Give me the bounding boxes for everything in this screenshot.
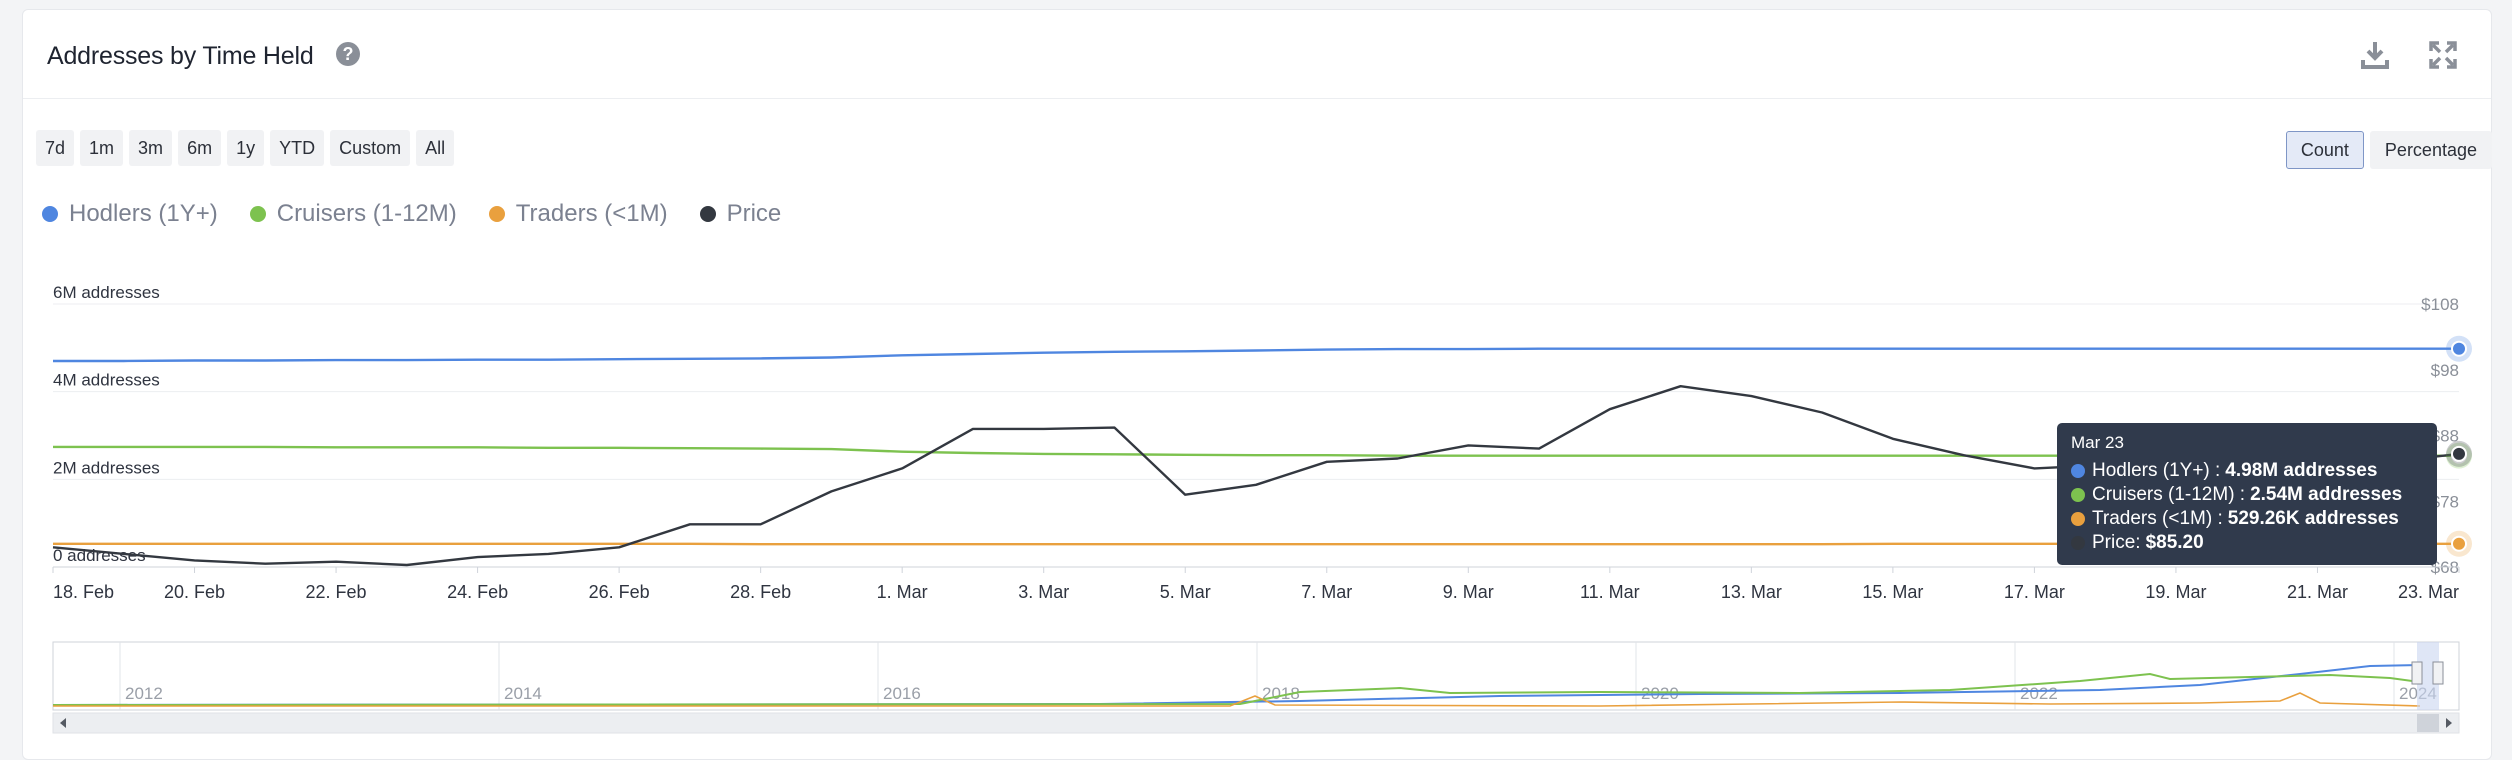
y-tick-label-left: 2M addresses — [53, 458, 160, 477]
x-tick-label: 17. Mar — [2004, 582, 2065, 602]
tooltip-label-traders: Traders (<1M) : — [2092, 508, 2223, 530]
hodlers-line — [53, 349, 2459, 361]
navigator-handle-right[interactable] — [2433, 662, 2443, 684]
tooltip-row-traders: Traders (<1M) : 529.26K addresses — [2071, 507, 2423, 531]
x-tick-label: 5. Mar — [1160, 582, 1211, 602]
x-tick-label: 28. Feb — [730, 582, 791, 602]
x-tick-label: 7. Mar — [1301, 582, 1352, 602]
x-tick-label: 15. Mar — [1862, 582, 1923, 602]
tooltip-label-price: Price: — [2092, 532, 2141, 554]
tooltip-value-traders: 529.26K addresses — [2228, 508, 2399, 530]
scrollbar-track[interactable] — [53, 713, 2459, 733]
tooltip-date: Mar 23 — [2071, 433, 2423, 453]
tooltip-row-price: Price: $85.20 — [2071, 531, 2423, 555]
tooltip-row-hodlers: Hodlers (1Y+) : 4.98M addresses — [2071, 459, 2423, 483]
tooltip-dot-price — [2071, 536, 2085, 550]
tooltip-dot-cruisers — [2071, 488, 2085, 502]
x-tick-label: 24. Feb — [447, 582, 508, 602]
x-tick-label: 20. Feb — [164, 582, 225, 602]
navigator-year-label: 2014 — [504, 684, 542, 703]
x-tick-label: 21. Mar — [2287, 582, 2348, 602]
y-tick-label-left: 4M addresses — [53, 371, 160, 390]
tooltip-label-hodlers: Hodlers (1Y+) : — [2092, 460, 2220, 482]
tooltip-dot-hodlers — [2071, 464, 2085, 478]
x-tick-label: 3. Mar — [1018, 582, 1069, 602]
y-tick-label-left: 6M addresses — [53, 283, 160, 302]
hover-marker — [2452, 537, 2466, 551]
x-tick-label: 19. Mar — [2145, 582, 2206, 602]
chart-tooltip: Mar 23 Hodlers (1Y+) : 4.98M addresses C… — [2057, 423, 2437, 565]
x-tick-label: 1. Mar — [877, 582, 928, 602]
x-tick-label: 26. Feb — [589, 582, 650, 602]
navigator-handle-left[interactable] — [2412, 662, 2422, 684]
tooltip-label-cruisers: Cruisers (1-12M) : — [2092, 484, 2245, 506]
x-tick-label: 23. Mar — [2398, 582, 2459, 602]
x-tick-label: 18. Feb — [53, 582, 114, 602]
navigator-year-label: 2016 — [883, 684, 921, 703]
x-tick-label: 11. Mar — [1580, 582, 1640, 602]
scrollbar-thumb[interactable] — [2417, 714, 2439, 732]
tooltip-value-cruisers: 2.54M addresses — [2250, 484, 2402, 506]
tooltip-value-price: $85.20 — [2146, 532, 2204, 554]
x-tick-label: 9. Mar — [1443, 582, 1494, 602]
hover-marker — [2452, 447, 2466, 461]
navigator[interactable]: 2012201420162018202020222024 — [0, 630, 2512, 735]
hover-marker — [2452, 342, 2466, 356]
navigator-year-label: 2022 — [2020, 684, 2058, 703]
y-tick-label-right: $108 — [2421, 295, 2459, 314]
tooltip-value-hodlers: 4.98M addresses — [2225, 460, 2377, 482]
x-tick-label: 13. Mar — [1721, 582, 1782, 602]
y-tick-label-right: $98 — [2431, 361, 2459, 380]
navigator-year-label: 2012 — [125, 684, 163, 703]
tooltip-row-cruisers: Cruisers (1-12M) : 2.54M addresses — [2071, 483, 2423, 507]
x-tick-label: 22. Feb — [306, 582, 367, 602]
tooltip-dot-traders — [2071, 512, 2085, 526]
